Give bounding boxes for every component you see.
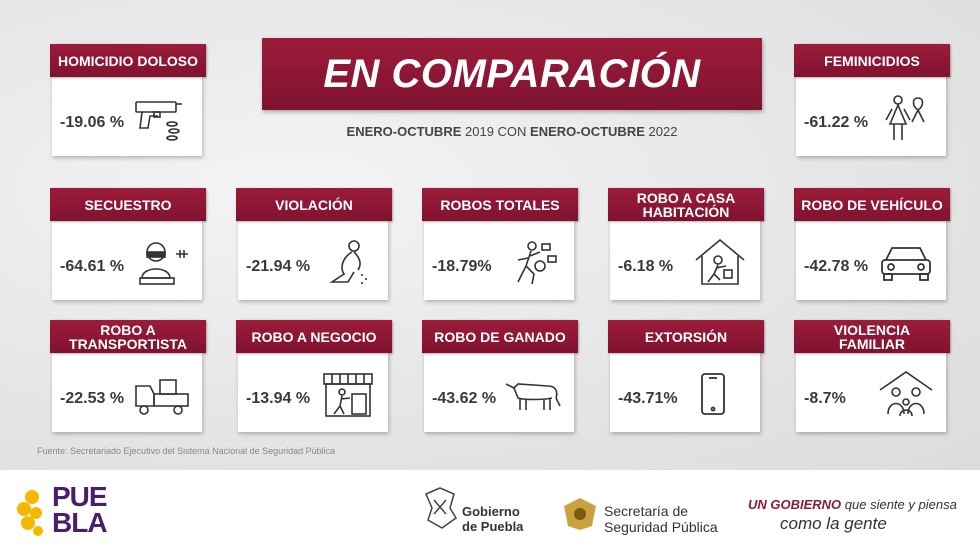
card-label: ROBOS TOTALES (422, 188, 578, 221)
gobierno-puebla-logo (420, 484, 550, 536)
card-value: -21.94 % (246, 258, 311, 275)
woman-ribbon-icon (876, 94, 936, 144)
ssp-emblem-icon (564, 498, 596, 530)
puebla-logo (14, 483, 114, 543)
card-robo-transportista: ROBO A TRANSPORTISTA -22.53 % (50, 320, 206, 432)
card-label: ROBO A CASA HABITACIÓN (608, 188, 764, 221)
puebla-wordmark: PUE BLA (52, 481, 108, 538)
card-feminicidios: FEMINICIDIOS -61.22 % (794, 44, 950, 156)
puebla-flower-icon (17, 490, 43, 536)
card-label: HOMICIDIO DOLOSO (50, 44, 206, 77)
card-robo-negocio: ROBO A NEGOCIO -13.94 % (236, 320, 392, 432)
card-value: -6.18 % (618, 258, 674, 275)
card-label: ROBO DE VEHÍCULO (794, 188, 950, 221)
car-icon (876, 238, 936, 288)
card-value: -8.7% (804, 390, 846, 407)
house-thief-icon (690, 238, 750, 288)
page-subtitle: ENERO-OCTUBRE 2019 CON ENERO-OCTUBRE 202… (346, 124, 678, 139)
page-title: EN COMPARACIÓN (262, 38, 762, 110)
card-homicidio-doloso: HOMICIDIO DOLOSO -19.06 % (50, 44, 206, 156)
card-value: -43.71% (618, 390, 678, 407)
hostage-icon (132, 238, 192, 288)
phone-icon (690, 370, 750, 420)
kneeling-person-icon (318, 238, 378, 288)
source-note: Fuente: Secretariado Ejecutivo del Siste… (37, 446, 336, 456)
card-value: -19.06 % (60, 114, 125, 131)
card-label: SECUESTRO (50, 188, 206, 221)
family-house-icon (876, 370, 936, 420)
card-value: -42.78 % (804, 258, 869, 275)
card-robos-totales: ROBOS TOTALES -18.79% (422, 188, 578, 300)
gun-icon (132, 94, 192, 144)
angels-emblem-icon (425, 487, 457, 529)
card-extorsion: EXTORSIÓN -43.71% (608, 320, 764, 432)
store-icon (318, 370, 378, 420)
card-label: VIOLENCIA FAMILIAR (794, 320, 950, 353)
card-value: -61.22 % (804, 114, 869, 131)
card-robo-ganado: ROBO DE GANADO -43.62 % (422, 320, 578, 432)
ssp-text: Secretaría de Seguridad Pública (604, 503, 718, 535)
card-label: ROBO A TRANSPORTISTA (50, 320, 206, 353)
card-violencia-familiar: VIOLENCIA FAMILIAR -8.7% (794, 320, 950, 432)
card-value: -64.61 % (60, 258, 125, 275)
cow-icon (504, 370, 564, 420)
card-label: FEMINICIDIOS (794, 44, 950, 77)
slogan-line1: UN GOBIERNO que siente y piensa (748, 497, 957, 512)
card-label: VIOLACIÓN (236, 188, 392, 221)
gobierno-puebla-text: Gobierno de Puebla (462, 504, 524, 534)
truck-icon (132, 370, 192, 420)
card-label: ROBO DE GANADO (422, 320, 578, 353)
card-value: -22.53 % (60, 390, 125, 407)
card-value: -13.94 % (246, 390, 311, 407)
card-robo-vehiculo: ROBO DE VEHÍCULO -42.78 % (794, 188, 950, 300)
card-robo-casa-habitacion: ROBO A CASA HABITACIÓN -6.18 % (608, 188, 764, 300)
card-violacion: VIOLACIÓN -21.94 % (236, 188, 392, 300)
footer-bar (0, 470, 980, 550)
card-label: ROBO A NEGOCIO (236, 320, 392, 353)
card-value: -18.79% (432, 258, 492, 275)
card-label: EXTORSIÓN (608, 320, 764, 353)
slogan-line2: como la gente (780, 514, 887, 533)
running-thief-icon (504, 238, 564, 288)
card-secuestro: SECUESTRO -64.61 % (50, 188, 206, 300)
card-value: -43.62 % (432, 390, 497, 407)
